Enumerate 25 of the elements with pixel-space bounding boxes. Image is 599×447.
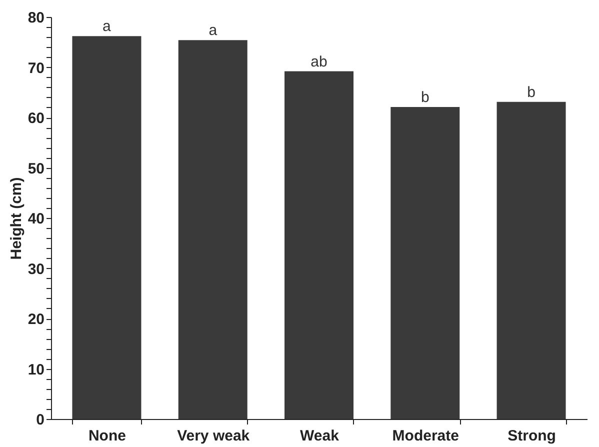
y-tick-label: 30 [28,260,44,278]
y-tick-label: 60 [28,110,44,127]
y-tick-label: 0 [36,412,44,428]
y-tick-label: 80 [28,10,44,26]
y-tick-label: 40 [28,210,44,228]
y-tick-label: 50 [28,160,44,178]
annotation: b [527,84,536,101]
bar [284,71,354,419]
y-tick-label: 10 [28,361,44,378]
y-tick-label: 70 [28,60,44,77]
annotation: b [420,88,430,106]
x-tick-label: Very weak [177,428,250,444]
bar [72,36,142,419]
x-tick-label: Strong [508,428,556,444]
y-tick-label: 20 [28,311,44,328]
bar [178,40,248,419]
annotation: ab [310,53,328,70]
bar [496,102,566,419]
annotation: a [208,22,218,40]
x-tick-label: Moderate [392,428,459,444]
bar [390,106,460,419]
x-tick-label: None [88,428,126,444]
x-tick-label: Weak [300,428,340,444]
y-axis-title: Height (cm) [8,177,25,260]
annotation: a [102,18,112,36]
